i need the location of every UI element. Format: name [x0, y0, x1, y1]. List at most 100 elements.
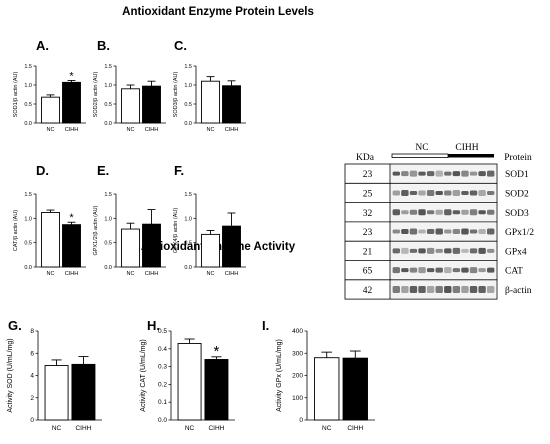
blot-cihh-bar	[448, 154, 494, 158]
bar-cihh	[62, 81, 81, 124]
blot-band	[452, 229, 461, 235]
y-tick-label: 1.0	[184, 83, 192, 89]
blot-rows: 23 SOD1 25 SOD2 32 SOD3 23 GPx1/2 21 GPx4 65 CAT 42 β…	[344, 163, 534, 300]
blot-kda-value: 23	[363, 228, 373, 238]
blot-band	[418, 248, 426, 254]
blot-band	[401, 171, 409, 177]
blot-band	[426, 268, 435, 273]
x-tick-label: CIHH	[347, 425, 363, 432]
blot-band	[461, 248, 469, 253]
panel-letter: E.	[97, 163, 109, 178]
blot-kda-header: KDa	[356, 153, 375, 163]
x-tick-label: NC	[207, 127, 215, 133]
y-tick-label: 1.0	[104, 83, 112, 89]
x-tick-label: NC	[322, 425, 332, 432]
blot-band	[487, 170, 495, 177]
blot-protein-label: SOD1	[505, 170, 529, 180]
bar-nc	[314, 357, 340, 421]
x-tick-label: NC	[47, 127, 55, 133]
blot-band	[478, 189, 486, 196]
x-tick-label: CIHH	[225, 127, 238, 133]
chart-c: C. 0.0 0.5 1.0 1.5 SOD3/β actin (AU) NC CIHH	[173, 38, 246, 133]
blot-band	[392, 209, 400, 216]
blot-band	[435, 228, 443, 235]
significance-marker: *	[214, 343, 220, 360]
blot-lane-background	[391, 222, 496, 241]
y-tick-label: 1.5	[104, 64, 112, 70]
x-tick-label: CIHH	[225, 271, 238, 277]
bar-nc	[41, 96, 60, 124]
blot-band	[392, 285, 400, 293]
blot-band	[392, 229, 400, 234]
blot-band	[452, 171, 461, 177]
panel-letter: I.	[262, 318, 269, 333]
blot-band	[435, 170, 443, 177]
blot-band	[444, 267, 452, 274]
chart-a: A. 0.0 0.5 1.0 1.5 SOD1/β actin (AU) NC CIHH *	[13, 38, 86, 133]
chart-h: H. 0.0 0.1 0.2 0.3 0.4 0.5 Activity CAT (U/mL/m…	[140, 318, 235, 432]
x-tick-label: CIHH	[65, 127, 78, 133]
blot-band	[409, 248, 418, 253]
bar-cihh	[71, 363, 96, 421]
blot-band	[418, 190, 426, 196]
y-tick-label: 0.5	[184, 241, 192, 247]
x-tick-label: NC	[185, 425, 195, 432]
blot-lane-background	[391, 203, 496, 221]
blot-band	[444, 285, 452, 293]
y-tick-label: 0.5	[104, 102, 112, 108]
blot-band	[487, 228, 495, 235]
y-tick-label: 0.1	[158, 399, 167, 406]
significance-marker: *	[69, 70, 74, 82]
blot-lane-background	[391, 184, 496, 202]
blot-band	[401, 247, 409, 254]
blot-band	[487, 248, 495, 253]
chart-i: I. 0 100 200 300 400 Activity GPx (U/mL/mg) NC C…	[262, 318, 375, 432]
panel-letter: D.	[36, 163, 49, 178]
blot-group-nc: NC	[415, 143, 428, 153]
chart-e: E. 0.0 0.5 1.0 1.5 GPX1/2/β actin (AU) NC CIHH	[93, 163, 166, 277]
y-tick-label: 300	[292, 350, 303, 357]
significance-marker: *	[69, 212, 74, 224]
y-tick-label: 0.5	[104, 241, 112, 247]
y-tick-label: 1.5	[24, 192, 32, 198]
y-tick-label: 0.5	[158, 328, 167, 335]
blot-protein-label: β-actin	[505, 286, 532, 296]
y-tick-label: 0.5	[184, 102, 192, 108]
bar-nc	[201, 233, 220, 268]
blot-band	[392, 248, 400, 254]
blot-band	[409, 170, 418, 177]
blot-band	[487, 209, 495, 215]
bar-cihh	[142, 85, 161, 124]
blot-group-cihh: CIHH	[455, 143, 478, 153]
protein-levels-title: Antioxidant Enzyme Protein Levels	[122, 6, 314, 18]
x-tick-label: NC	[127, 127, 135, 133]
blot-band	[461, 285, 469, 293]
blot-band	[435, 285, 443, 293]
y-tick-label: 0.0	[184, 265, 192, 271]
bar-nc	[44, 365, 69, 421]
blot-band	[444, 190, 452, 196]
y-tick-label: 0.5	[24, 241, 32, 247]
blot-kda-value: 25	[363, 189, 373, 199]
blot-band	[452, 285, 461, 293]
blot-band	[435, 190, 443, 195]
blot-band	[409, 267, 418, 273]
blot-band	[469, 190, 478, 196]
blot-band	[478, 247, 486, 254]
x-tick-label: NC	[127, 271, 135, 277]
y-tick-label: 0.3	[158, 364, 167, 371]
bar-cihh	[62, 224, 81, 268]
blot-band	[469, 285, 478, 293]
blot-band	[409, 209, 418, 215]
blot-kda-value: 65	[363, 267, 373, 277]
panel-letter: C.	[174, 38, 187, 53]
blot-band	[426, 210, 435, 215]
x-tick-label: NC	[207, 271, 215, 277]
bar-nc	[41, 212, 60, 268]
blot-band	[444, 171, 452, 176]
blot-band	[461, 190, 469, 195]
bar-nc	[201, 80, 220, 124]
blot-band	[478, 171, 486, 177]
y-axis-title: SOD3/β actin (AU)	[173, 72, 179, 118]
